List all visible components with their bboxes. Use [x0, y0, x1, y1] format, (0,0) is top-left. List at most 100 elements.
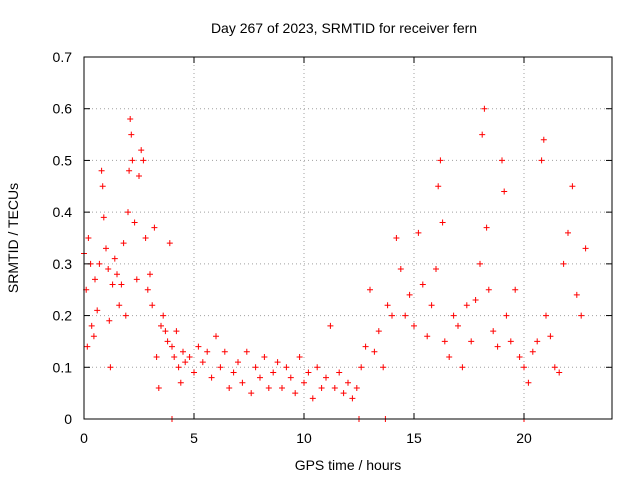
data-point [84, 343, 91, 350]
data-point [367, 286, 373, 293]
data-point [131, 219, 138, 226]
data-point [323, 374, 329, 381]
data-point [538, 157, 545, 164]
data-point [147, 271, 153, 278]
y-tick-label: 0.2 [53, 308, 73, 324]
data-point [490, 328, 497, 335]
y-tick-label: 0.4 [53, 204, 73, 220]
data-point [446, 353, 453, 360]
data-point [100, 214, 107, 221]
data-point [501, 188, 508, 195]
data-point [221, 348, 228, 355]
data-point [314, 364, 321, 371]
data-point [118, 281, 125, 288]
y-tick-label: 0 [64, 411, 72, 427]
data-point [472, 297, 479, 304]
data-point [437, 157, 444, 164]
data-point [155, 384, 162, 391]
y-tick-label: 0.5 [53, 152, 73, 168]
data-point [353, 384, 360, 391]
data-point [521, 364, 527, 371]
data-point [543, 312, 549, 319]
data-point [479, 131, 486, 138]
data-point [166, 240, 173, 247]
data-point [573, 291, 580, 298]
data-point [393, 235, 400, 241]
data-point [96, 260, 103, 267]
y-axis-label: SRMTID / TECUs [5, 183, 21, 293]
data-point [144, 286, 151, 293]
data-point [126, 167, 133, 174]
data-point [516, 353, 523, 360]
data-point [182, 359, 189, 366]
data-point [248, 390, 255, 397]
data-point [158, 322, 164, 329]
data-point [191, 369, 197, 376]
x-axis-label: GPS time / hours [295, 457, 402, 473]
data-point [540, 136, 547, 143]
y-tick-label: 0.7 [53, 49, 73, 65]
data-point [199, 359, 206, 366]
x-tick-label: 0 [80, 430, 88, 446]
data-point [362, 343, 369, 350]
data-point [111, 255, 118, 262]
data-point [582, 245, 589, 252]
data-point [424, 333, 431, 340]
data-point [153, 353, 160, 360]
x-tick-label: 20 [516, 430, 532, 446]
data-point [127, 116, 134, 123]
data-point [164, 338, 171, 345]
data-point [261, 353, 268, 360]
data-point [208, 374, 215, 381]
data-point [551, 364, 558, 371]
grid-lines [84, 57, 612, 419]
data-point [88, 322, 95, 329]
data-point [371, 348, 378, 355]
data-point [138, 147, 145, 154]
data-point [217, 364, 224, 371]
data-point [301, 379, 307, 386]
data-point [499, 157, 505, 164]
data-point [85, 235, 92, 241]
data-point [494, 343, 501, 350]
data-point [375, 328, 382, 335]
data-point [133, 276, 140, 283]
data-point [239, 379, 246, 386]
data-point [340, 390, 347, 397]
data-point [318, 384, 325, 391]
data-point [358, 364, 365, 371]
data-point [120, 240, 127, 247]
data-point [98, 167, 105, 174]
data-point [547, 333, 554, 340]
data-point [435, 183, 442, 190]
data-point [331, 384, 338, 391]
data-point [305, 369, 312, 376]
data-point [556, 369, 563, 376]
data-point [180, 348, 186, 355]
data-point [389, 312, 395, 319]
data-point [142, 235, 149, 241]
data-point [560, 260, 567, 267]
data-point [230, 369, 237, 376]
data-point [204, 348, 211, 355]
data-point [213, 333, 219, 340]
data-point [578, 312, 585, 319]
data-point [292, 390, 299, 397]
plot-frame [83, 56, 613, 420]
data-point [463, 302, 470, 309]
x-tick-label: 5 [190, 430, 198, 446]
data-point [402, 312, 409, 319]
data-point [122, 312, 129, 319]
data-point [270, 369, 277, 376]
data-point [459, 364, 466, 371]
data-point [257, 374, 263, 381]
data-point [116, 302, 123, 309]
data-point [114, 271, 120, 278]
data-point [397, 266, 404, 273]
data-point [441, 338, 448, 345]
data-point [169, 343, 175, 350]
data-point [433, 266, 439, 273]
data-point [483, 224, 490, 231]
data-point [136, 172, 142, 179]
